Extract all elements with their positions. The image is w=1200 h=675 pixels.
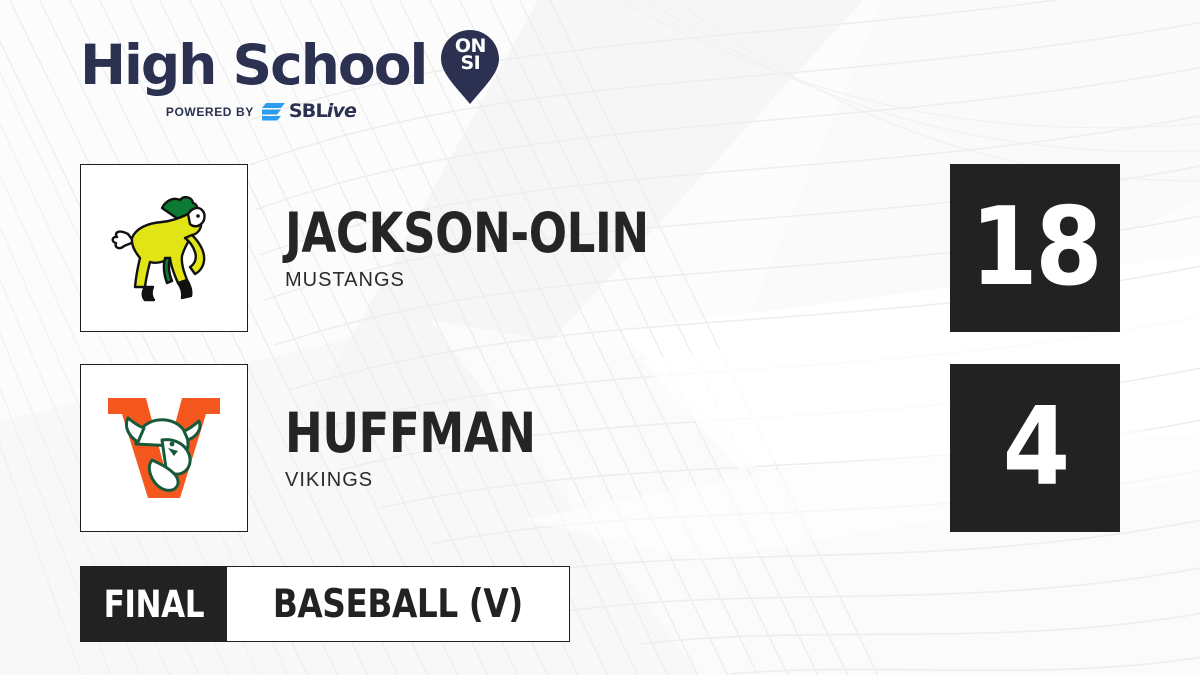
brand-wordmark: High School <box>80 32 428 97</box>
location-pin-icon: ON SI <box>440 29 500 105</box>
status-bar: FINAL BASEBALL (V) <box>80 566 570 642</box>
sblive-bold: SBL <box>288 100 328 122</box>
score-box: 4 <box>950 364 1120 532</box>
score-value: 18 <box>970 185 1103 310</box>
sport-label-box: BASEBALL (V) <box>227 566 570 642</box>
team-name: JACKSON-OLIN <box>285 201 649 265</box>
team-identity: HUFFMAN VIKINGS <box>285 364 591 532</box>
mustang-horse-logo <box>80 164 248 332</box>
brand-logo: High School ON SI POWERED BY SBLive <box>80 30 510 122</box>
sblive-s-icon <box>261 103 285 121</box>
sblive-italic: ive <box>326 100 357 122</box>
mustang-horse-graphic <box>111 195 206 302</box>
game-status-label: FINAL <box>103 582 204 626</box>
team-mascot: VIKINGS <box>285 469 374 491</box>
team-name: HUFFMAN <box>285 401 536 465</box>
viking-v-logo <box>80 364 248 532</box>
pin-label: ON SI <box>440 37 500 74</box>
pin-label-line2: SI <box>460 52 481 74</box>
powered-by-label: POWERED BY <box>165 104 254 119</box>
team-row: JACKSON-OLIN MUSTANGS 18 <box>0 164 1200 334</box>
score-value: 4 <box>1002 385 1071 510</box>
team-row: HUFFMAN VIKINGS 4 <box>0 364 1200 534</box>
brand-row: High School ON SI <box>80 30 510 104</box>
game-status-badge: FINAL <box>80 566 227 642</box>
viking-v-graphic <box>108 398 220 498</box>
team-identity: JACKSON-OLIN MUSTANGS <box>285 164 729 332</box>
score-box: 18 <box>950 164 1120 332</box>
sblive-logo: SBLive <box>261 100 357 122</box>
team-mascot: MUSTANGS <box>285 269 405 291</box>
sblive-wordmark: SBLive <box>288 100 357 122</box>
sport-label: BASEBALL (V) <box>272 581 523 627</box>
